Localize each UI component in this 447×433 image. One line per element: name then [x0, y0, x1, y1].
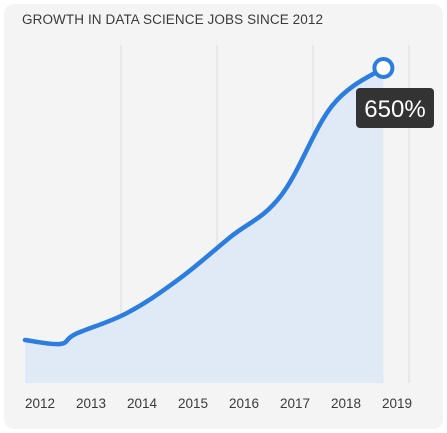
data-point-2019 — [372, 57, 395, 79]
data-point-2012 — [23, 338, 28, 343]
x-tick-label-2018: 2018 — [331, 396, 361, 411]
series-line — [22, 65, 386, 347]
value-callout-label: 650% — [364, 96, 425, 123]
x-tick-label-2019: 2019 — [382, 396, 412, 411]
data-point-2014 — [125, 310, 130, 315]
chart-title: GROWTH IN DATA SCIENCE JOBS SINCE 2012 — [22, 12, 324, 27]
data-point-2015 — [176, 277, 181, 282]
data-point-2013 — [74, 331, 79, 336]
value-callout: 650% — [356, 88, 434, 128]
x-tick-label-2017: 2017 — [280, 396, 310, 411]
series-area-and-line — [22, 57, 395, 383]
x-tick-label-2016: 2016 — [229, 396, 259, 411]
value-callout-box — [356, 88, 434, 128]
series-area — [25, 68, 384, 383]
x-tick-label-2013: 2013 — [76, 396, 106, 411]
data-point-2017 — [279, 193, 284, 198]
x-tick-label-2012: 2012 — [25, 396, 55, 411]
x-axis-tick-labels: 2012 2013 2014 2015 2016 2017 2018 2019 — [25, 396, 412, 411]
x-tick-label-2014: 2014 — [127, 396, 158, 411]
x-tick-label-2015: 2015 — [178, 396, 208, 411]
data-point-2018 — [330, 103, 335, 108]
data-point-2016 — [227, 235, 232, 240]
